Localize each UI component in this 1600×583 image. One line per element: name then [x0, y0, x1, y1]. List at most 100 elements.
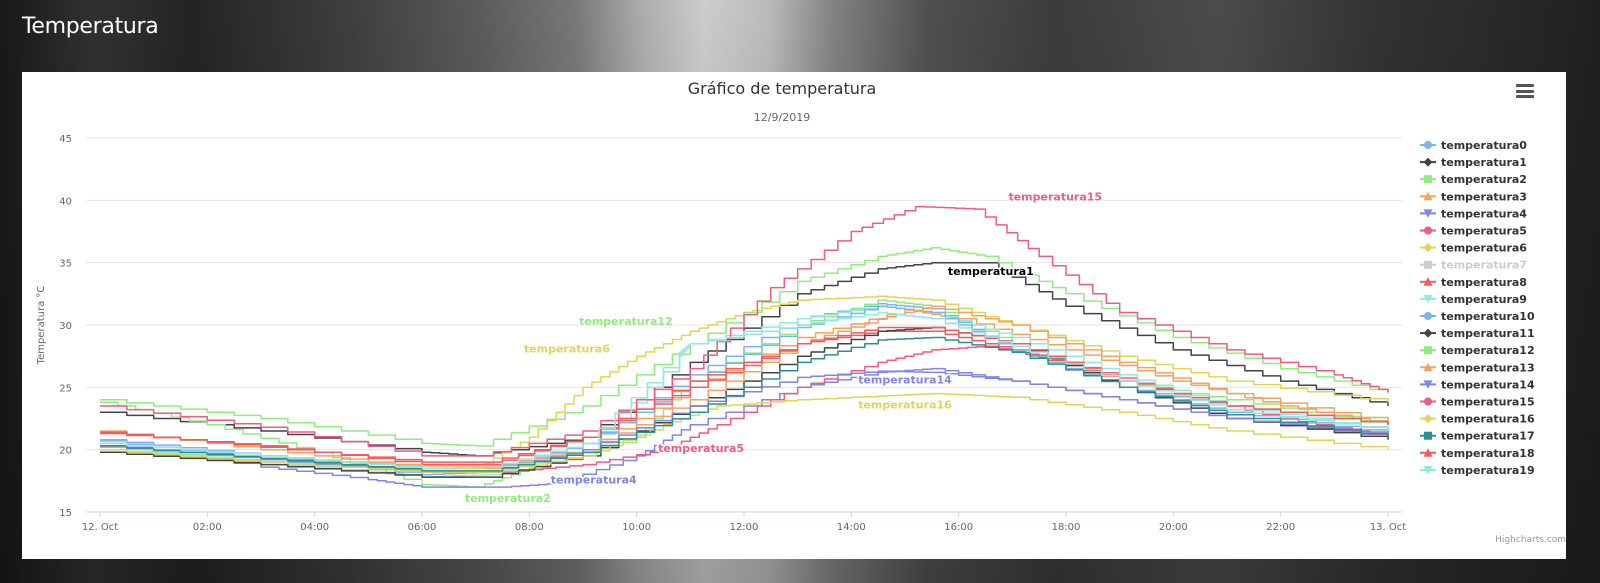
hamburger-menu-icon[interactable]	[1516, 84, 1534, 100]
legend-item-temperatura10[interactable]: temperatura10	[1420, 310, 1535, 323]
legend-item-temperatura1[interactable]: temperatura1	[1420, 156, 1527, 169]
y-tick-label: 25	[59, 383, 72, 394]
series-line-temperatura6	[100, 295, 1389, 470]
legend-item-temperatura3[interactable]: temperatura3	[1420, 190, 1527, 203]
legend-label: temperatura17	[1441, 430, 1535, 443]
x-tick-label: 22:00	[1266, 522, 1295, 533]
x-tick-label: 13. Oct	[1370, 522, 1406, 533]
legend-item-temperatura19[interactable]: temperatura19	[1420, 464, 1535, 477]
legend-marker	[1424, 431, 1432, 440]
y-tick-label: 35	[59, 259, 72, 270]
legend-label: temperatura11	[1441, 327, 1535, 340]
legend-label: temperatura19	[1441, 464, 1535, 477]
legend-label: temperatura4	[1441, 207, 1527, 220]
legend-marker	[1423, 191, 1433, 201]
x-tick-label: 12. Oct	[82, 522, 118, 533]
legend-label: temperatura2	[1441, 173, 1527, 186]
x-tick-label: 20:00	[1159, 522, 1188, 533]
legend-item-temperatura16[interactable]: temperatura16	[1420, 413, 1535, 426]
legend-marker	[1424, 260, 1432, 269]
legend-item-temperatura18[interactable]: temperatura18	[1420, 447, 1535, 460]
series-line-temperatura15	[100, 205, 1389, 457]
series-label: temperatura6	[524, 342, 610, 355]
legend-marker	[1423, 362, 1433, 372]
legend-marker	[1424, 141, 1432, 149]
legend-item-temperatura12[interactable]: temperatura12	[1420, 344, 1535, 357]
chart-title: Gráfico de temperatura	[688, 79, 877, 98]
series-line-temperatura1	[100, 261, 1389, 457]
legend-marker	[1423, 157, 1433, 167]
series-line-temperatura19	[100, 311, 1389, 470]
legend-label: temperatura12	[1441, 344, 1535, 357]
x-tick-label: 02:00	[193, 522, 222, 533]
series-label: temperatura1	[948, 265, 1034, 278]
legend-marker	[1424, 312, 1432, 320]
legend-item-temperatura8[interactable]: temperatura8	[1420, 276, 1527, 289]
legend-marker	[1423, 328, 1433, 338]
x-tick-label: 06:00	[408, 522, 437, 533]
legend-item-temperatura9[interactable]: temperatura9	[1420, 293, 1527, 306]
series-group	[100, 205, 1389, 488]
chart-subtitle: 12/9/2019	[754, 111, 810, 124]
legend-item-temperatura6[interactable]: temperatura6	[1420, 242, 1527, 255]
chart-svg: Gráfico de temperatura 12/9/2019 Tempera…	[36, 79, 1535, 533]
legend-item-temperatura4[interactable]: temperatura4	[1420, 207, 1527, 220]
chart-card: Gráfico de temperatura 12/9/2019 Tempera…	[22, 72, 1566, 559]
legend-label: temperatura1	[1441, 156, 1527, 169]
x-tick-label: 18:00	[1052, 522, 1081, 533]
legend-marker	[1423, 465, 1433, 475]
legend-label: temperatura6	[1441, 242, 1527, 255]
legend-label: temperatura8	[1441, 276, 1527, 289]
legend-marker	[1423, 448, 1433, 457]
y-tick-label: 45	[59, 134, 72, 145]
legend-item-temperatura2[interactable]: temperatura2	[1420, 173, 1527, 186]
legend-label: temperatura15	[1441, 396, 1535, 409]
credits-link[interactable]: Highcharts.com	[1495, 535, 1566, 545]
legend-item-temperatura5[interactable]: temperatura5	[1420, 225, 1527, 238]
legend-marker	[1423, 414, 1433, 424]
legend-label: temperatura16	[1441, 413, 1535, 426]
legend-marker	[1424, 346, 1432, 355]
legend-item-temperatura14[interactable]: temperatura14	[1420, 378, 1535, 391]
y-axis-ticks: 15 20 25 30 35 40 45	[59, 134, 72, 519]
x-tick-label: 14:00	[837, 522, 866, 533]
y-tick-label: 40	[59, 196, 72, 207]
legend-marker	[1423, 294, 1433, 304]
y-tick-label: 30	[59, 321, 72, 332]
x-tick-label: 08:00	[515, 522, 544, 533]
series-labels: temperatura15 temperatura1 temperatura12 te…	[463, 189, 1103, 507]
series-label: temperatura16	[858, 399, 952, 412]
legend-label: temperatura5	[1441, 225, 1527, 238]
legend-label: temperatura18	[1441, 447, 1535, 460]
legend-marker	[1423, 243, 1433, 253]
x-tick-label: 04:00	[300, 522, 329, 533]
legend-label: temperatura3	[1441, 190, 1527, 203]
series-label: temperatura15	[1008, 190, 1102, 203]
series-line-temperatura12	[100, 246, 1389, 447]
legend-label: temperatura9	[1441, 293, 1527, 306]
x-axis-ticks: 12. Oct 02:00 04:00 06:00 08:00 10:00 12:00 14:…	[82, 511, 1406, 533]
legend-marker	[1423, 209, 1433, 218]
legend-item-temperatura7[interactable]: temperatura7	[1420, 259, 1527, 272]
legend-item-temperatura0[interactable]: temperatura0	[1420, 139, 1527, 152]
legend-marker	[1423, 277, 1433, 286]
y-tick-label: 15	[59, 508, 72, 519]
legend-item-temperatura15[interactable]: temperatura15	[1420, 396, 1535, 409]
series-label: temperatura4	[551, 473, 637, 486]
legend-item-temperatura17[interactable]: temperatura17	[1420, 430, 1535, 443]
series-label: temperatura14	[858, 374, 952, 387]
legend-label: temperatura13	[1441, 361, 1535, 374]
legend-label: temperatura14	[1441, 378, 1535, 391]
series-label: temperatura5	[658, 442, 744, 455]
x-tick-label: 16:00	[944, 522, 973, 533]
y-axis-title: Temperatura °C	[36, 286, 47, 366]
legend-marker	[1424, 397, 1432, 406]
legend-marker	[1424, 226, 1432, 235]
legend-label: temperatura7	[1441, 259, 1527, 272]
series-line-temperatura16	[100, 392, 1389, 473]
series-label: temperatura12	[579, 315, 673, 328]
y-tick-label: 20	[59, 446, 72, 457]
legend-item-temperatura11[interactable]: temperatura11	[1420, 327, 1535, 340]
legend-item-temperatura13[interactable]: temperatura13	[1420, 361, 1535, 374]
legend: temperatura0 temperatura1 temperatura2 temp…	[1420, 139, 1535, 477]
